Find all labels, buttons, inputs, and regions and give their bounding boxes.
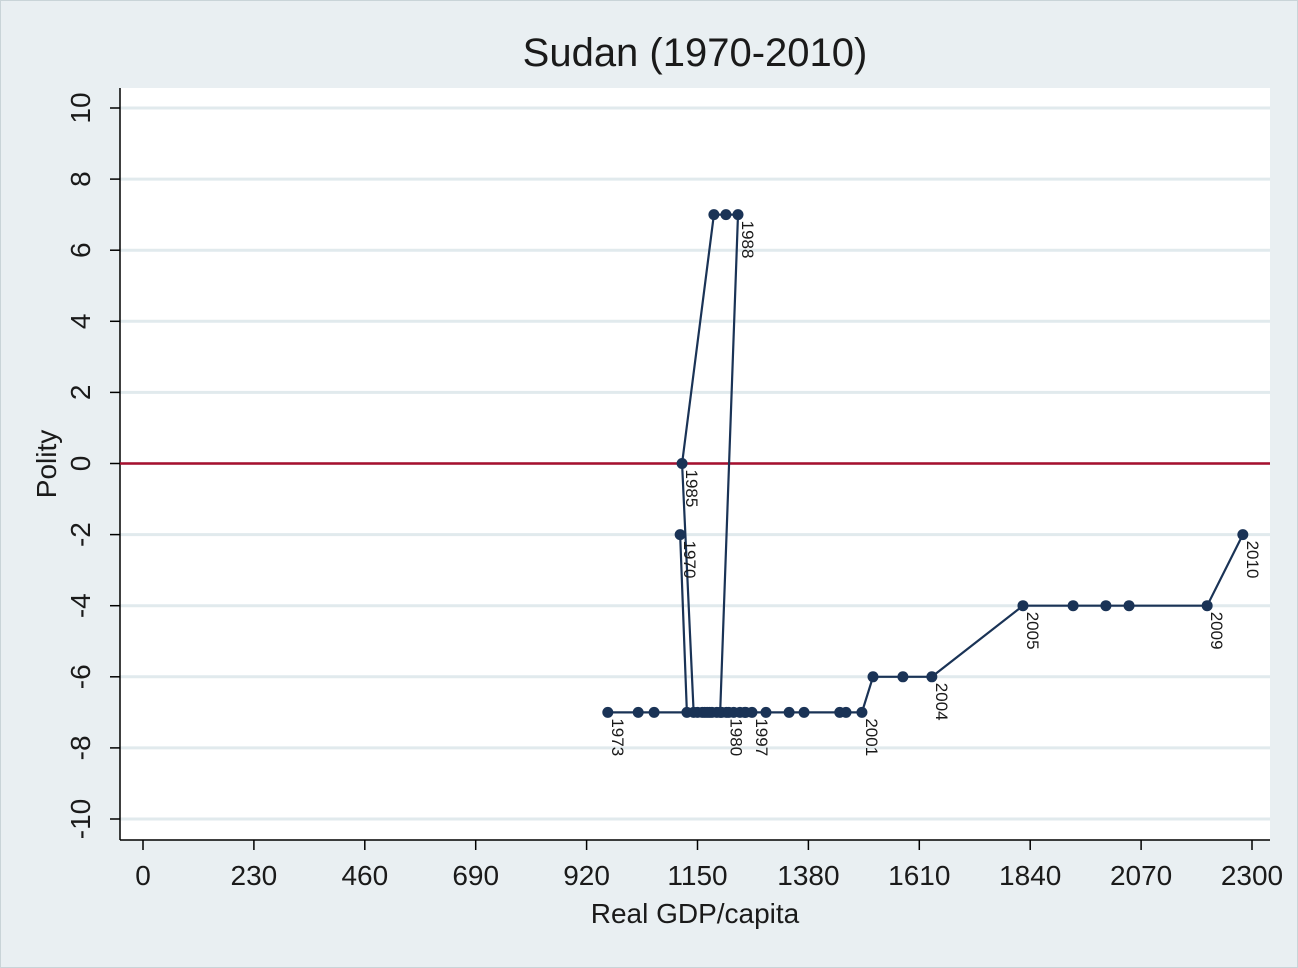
point-label: 2004 <box>932 683 951 721</box>
x-axis-label: Real GDP/capita <box>591 898 800 929</box>
data-point <box>840 706 852 718</box>
data-point <box>701 706 713 718</box>
point-label: 1980 <box>726 718 745 756</box>
y-tick-label: 2 <box>65 385 96 401</box>
x-tick-label: 920 <box>563 860 610 891</box>
point-label: 1997 <box>752 718 771 756</box>
data-point <box>602 706 614 718</box>
y-tick-label: -10 <box>65 799 96 839</box>
y-tick-label: -8 <box>65 735 96 760</box>
data-point <box>1123 600 1135 612</box>
data-point <box>648 706 660 718</box>
data-point <box>1237 529 1249 541</box>
x-tick-label: 690 <box>452 860 499 891</box>
data-point <box>867 671 879 683</box>
point-label: 1973 <box>608 718 627 756</box>
data-point <box>708 209 720 221</box>
point-label: 2010 <box>1243 541 1262 579</box>
x-tick-label: 0 <box>135 860 151 891</box>
data-point <box>732 209 744 221</box>
point-label: 2009 <box>1207 612 1226 650</box>
y-tick-label: -2 <box>65 522 96 547</box>
x-tick-label: 460 <box>341 860 388 891</box>
point-label: 2005 <box>1023 612 1042 650</box>
x-tick-label: 230 <box>231 860 278 891</box>
y-tick-label: 8 <box>65 171 96 187</box>
x-tick-label: 1150 <box>667 860 727 891</box>
x-tick-label: 1380 <box>777 860 839 891</box>
y-tick-label: 0 <box>65 456 96 472</box>
x-tick-label: 1610 <box>888 860 950 891</box>
y-axis-label: Polity <box>31 430 62 498</box>
data-point <box>760 706 772 718</box>
data-point <box>746 706 758 718</box>
point-label: 2001 <box>862 718 881 756</box>
x-tick-label: 1840 <box>999 860 1061 891</box>
data-point <box>674 529 686 541</box>
data-point <box>676 458 688 469</box>
data-point <box>714 706 726 718</box>
axes: 10 8 6 4 2 0 -2 -4 -6 -8 -10 0 230 460 690 920 1150 1380 1… <box>65 88 1283 891</box>
y-tick-label: -4 <box>65 593 96 618</box>
point-label: 1988 <box>738 221 757 259</box>
chart-title: Sudan (1970-2010) <box>523 31 868 75</box>
data-point <box>1067 600 1079 612</box>
data-point <box>1100 600 1112 612</box>
data-point <box>688 706 700 718</box>
data-point <box>720 209 732 221</box>
x-tick-label: 2070 <box>1110 860 1172 891</box>
x-tick-label: 2300 <box>1221 860 1283 891</box>
y-tick-label: 10 <box>65 92 96 123</box>
y-tick-label: -6 <box>65 664 96 689</box>
y-tick-label: 6 <box>65 242 96 258</box>
data-point <box>897 671 909 683</box>
y-tick-label: 4 <box>65 314 96 330</box>
point-label: 1985 <box>682 470 701 508</box>
data-point <box>1201 600 1213 612</box>
data-point <box>632 706 644 718</box>
data-point <box>926 671 938 683</box>
data-point <box>783 706 795 718</box>
data-point <box>1017 600 1029 612</box>
data-point <box>798 706 810 718</box>
data-series: 1970 1973 1980 1985 1988 1997 2001 2004 2005 2009… <box>602 209 1262 756</box>
point-label: 1970 <box>680 541 699 579</box>
data-point <box>856 706 868 718</box>
